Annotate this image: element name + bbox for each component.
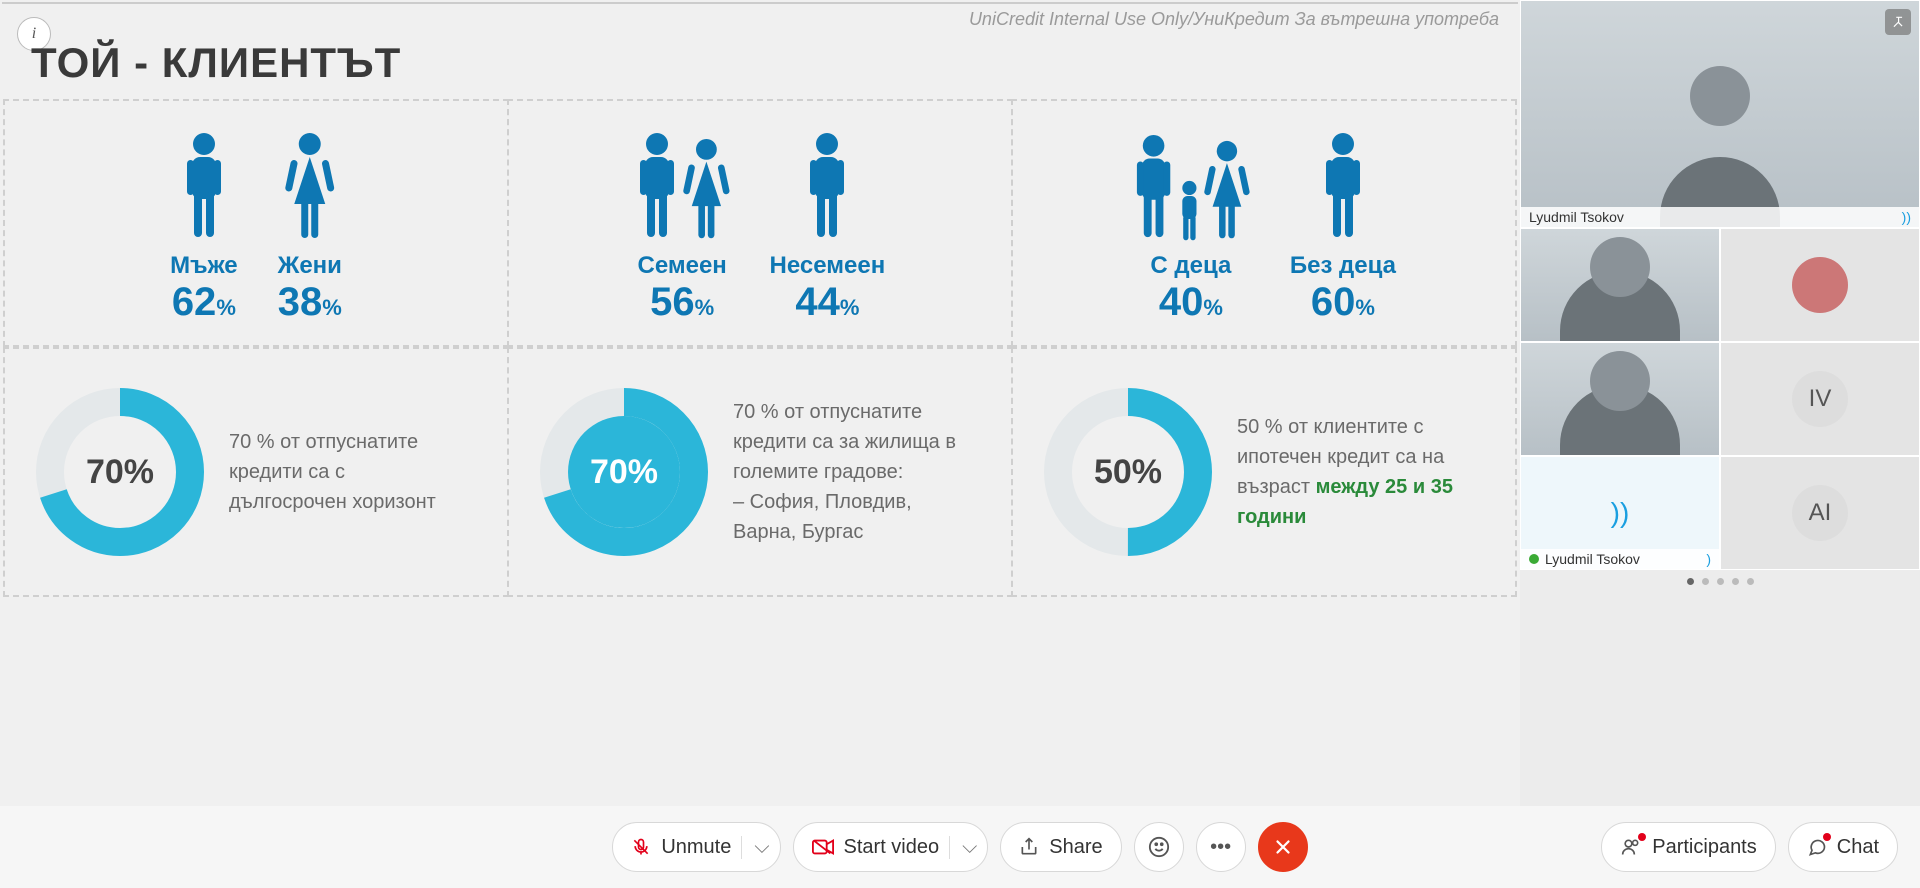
person-icon [278,122,342,242]
donut-cell: 70% 70 % от отпуснатите кредити са за жи… [507,347,1013,597]
stat-cell: С деца 40% Без деца 60% [1011,99,1517,347]
reactions-button[interactable] [1134,822,1184,872]
participant-tile[interactable] [1720,228,1920,342]
avatar [1792,257,1848,313]
stat-block: С деца 40% [1132,122,1250,325]
participants-panel: Lyudmil Tsokov )) IV)) Lyudmil Tsokov)AI [1520,0,1920,806]
stat-value: 62% [170,280,238,325]
stat-label: Мъже [170,252,238,280]
donut-cell: 70% 70 % от отпуснатите кредити са с дъл… [3,347,509,597]
stat-value: 44% [770,280,886,325]
chevron-down-icon[interactable]: ⌵ [949,836,977,859]
stat-value: 38% [278,280,342,325]
participant-tile[interactable]: )) Lyudmil Tsokov) [1520,456,1720,570]
stat-block: Семеен 56% [635,122,730,325]
avatar-initials: AI [1792,485,1848,541]
stat-value: 60% [1290,280,1396,325]
person-icon [1290,122,1396,242]
chevron-down-icon[interactable]: ⌵ [741,836,769,859]
participant-pager[interactable] [1520,570,1920,592]
smile-icon [1148,836,1170,858]
start-video-label: Start video [844,836,940,859]
person-icon [1132,122,1250,242]
donut-value: 70% [539,387,709,557]
share-icon [1019,837,1039,857]
donut-chart: 70% [35,387,205,557]
donut-value: 70% [35,387,205,557]
stat-cell: Семеен 56% Несемеен 44% [507,99,1013,347]
mic-off-icon [631,837,651,857]
stat-block: Без деца 60% [1290,122,1396,325]
participants-icon [1620,837,1642,857]
close-icon [1272,836,1294,858]
donut-chart: 70% [539,387,709,557]
chat-button[interactable]: Chat [1788,822,1898,872]
participant-name: Lyudmil Tsokov )) [1521,207,1919,227]
chat-icon [1807,837,1827,857]
stat-value: 56% [635,280,730,325]
pager-dot[interactable] [1747,578,1754,585]
participant-tile[interactable] [1520,228,1720,342]
donut-chart: 50% [1043,387,1213,557]
video-off-icon [812,839,834,855]
shared-slide: i UniCredit Internal Use Only/УниКредит … [2,2,1518,4]
person-icon [170,122,238,242]
stat-label: Семеен [635,252,730,280]
stat-cell: Мъже 62% Жени 38% [3,99,509,347]
participant-tile-main[interactable]: Lyudmil Tsokov )) [1520,0,1920,228]
donut-caption: 70 % от отпуснатите кредити са с дългоср… [229,427,459,517]
pager-dot[interactable] [1687,578,1694,585]
end-call-button[interactable] [1258,822,1308,872]
donut-caption: 70 % от отпуснатите кредити са за жилища… [733,397,963,547]
stat-label: Несемеен [770,252,886,280]
participants-button[interactable]: Participants [1601,822,1776,872]
stat-label: Без деца [1290,252,1396,280]
participant-tile[interactable]: IV [1720,342,1920,456]
participant-tile[interactable] [1520,342,1720,456]
participant-name: Lyudmil Tsokov) [1521,549,1719,569]
chat-label: Chat [1837,836,1879,859]
stat-label: С деца [1132,252,1250,280]
pager-dot[interactable] [1702,578,1709,585]
stat-block: Несемеен 44% [770,122,886,325]
start-video-button[interactable]: Start video ⌵ [793,822,989,872]
ellipsis-icon: ••• [1210,836,1231,859]
pin-icon[interactable] [1885,9,1911,35]
share-label: Share [1049,836,1102,859]
person-icon [770,122,886,242]
person-icon [635,122,730,242]
more-button[interactable]: ••• [1196,822,1246,872]
stat-block: Мъже 62% [170,122,238,325]
slide-title: ТОЙ - КЛИЕНТЪТ [31,39,401,87]
meeting-toolbar: Unmute ⌵ Start video ⌵ Share ••• [0,806,1920,888]
pager-dot[interactable] [1717,578,1724,585]
watermark-text: UniCredit Internal Use Only/УниКредит За… [969,9,1499,30]
donut-value: 50% [1043,387,1213,557]
unmute-label: Unmute [661,836,731,859]
share-button[interactable]: Share [1000,822,1121,872]
stat-block: Жени 38% [278,122,342,325]
donut-caption: 50 % от клиентите с ипотечен кредит са н… [1237,412,1467,532]
unmute-button[interactable]: Unmute ⌵ [612,822,780,872]
stat-value: 40% [1132,280,1250,325]
pager-dot[interactable] [1732,578,1739,585]
avatar-initials: IV [1792,371,1848,427]
participants-label: Participants [1652,836,1757,859]
donut-cell: 50% 50 % от клиентите с ипотечен кредит … [1011,347,1517,597]
stat-label: Жени [278,252,342,280]
speaking-icon: )) [1611,497,1630,529]
participant-tile[interactable]: AI [1720,456,1920,570]
